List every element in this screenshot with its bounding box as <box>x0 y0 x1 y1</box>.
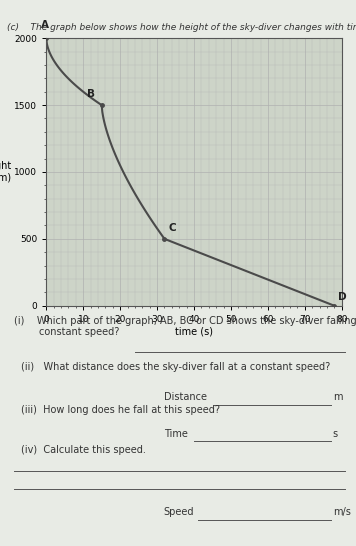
Text: (c)    The graph below shows how the height of the sky-diver changes with time.: (c) The graph below shows how the height… <box>7 23 356 32</box>
Text: Distance: Distance <box>164 392 207 402</box>
Text: m: m <box>333 392 342 402</box>
Text: m/s: m/s <box>333 507 351 517</box>
Text: Speed: Speed <box>164 507 194 517</box>
Text: C: C <box>168 223 176 233</box>
Text: Time: Time <box>164 429 188 438</box>
Text: s: s <box>333 429 338 438</box>
Text: (ii)   What distance does the sky-diver fall at a constant speed?: (ii) What distance does the sky-diver fa… <box>21 362 331 372</box>
X-axis label: time (s): time (s) <box>175 327 213 336</box>
Text: A: A <box>41 20 49 29</box>
Text: (i)    Which part of the graph, AB, BC or CD shows the sky-diver falling at a
  : (i) Which part of the graph, AB, BC or C… <box>14 316 356 337</box>
Text: (iii)  How long does he fall at this speed?: (iii) How long does he fall at this spee… <box>21 405 220 415</box>
Text: D: D <box>338 293 347 302</box>
Text: B: B <box>87 89 95 99</box>
Y-axis label: height
(m): height (m) <box>0 161 11 183</box>
Text: (iv)  Calculate this speed.: (iv) Calculate this speed. <box>21 445 146 455</box>
